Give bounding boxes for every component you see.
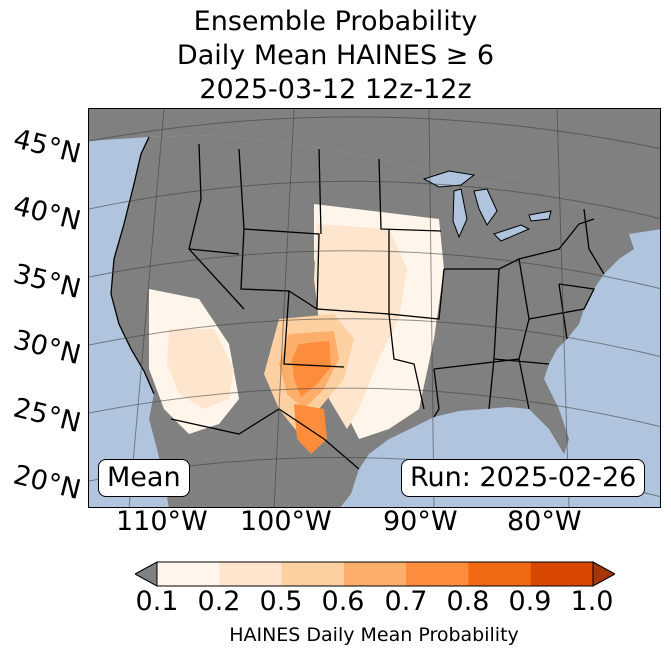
lake-superior (422, 170, 476, 188)
chart-title-line3: 2025-03-12 12z-12z (199, 74, 472, 105)
probability-field (149, 204, 444, 454)
colorbar-tick-7: 1.0 (570, 586, 614, 617)
colorbar-tick-5: 0.8 (446, 586, 490, 617)
colorbar-frame (156, 561, 594, 587)
colorbar-under-arrow (135, 561, 158, 587)
lon-label-110w: 110°W (116, 506, 208, 537)
colorbar-cell-1 (219, 562, 283, 586)
colorbar-label: HAINES Daily Mean Probability (229, 624, 519, 646)
map-panel: Mean Run: 2025-02-26 (88, 108, 661, 508)
mean-label-box: Mean (98, 459, 190, 497)
colorbar-tick-2: 0.5 (259, 586, 303, 617)
lon-label-90w: 90°W (383, 506, 458, 537)
colorbar-tick-6: 0.9 (508, 586, 552, 617)
colorbar-cell-0 (157, 562, 220, 586)
colorbar-cell-2 (281, 562, 345, 586)
lon-label-100w: 100°W (240, 506, 332, 537)
lake-erie (493, 224, 531, 242)
colorbar-cell-4 (406, 562, 469, 586)
lat-label-20n: 20°N (10, 459, 84, 507)
lat-label-30n: 30°N (10, 324, 84, 372)
prob-0.7-south (294, 404, 327, 454)
chart-title-line2: Daily Mean HAINES ≥ 6 (176, 40, 495, 71)
prob-0.7-region (292, 341, 331, 397)
colorbar-cell-6 (530, 562, 594, 586)
lake-michigan (452, 188, 468, 239)
colorbar-tick-4: 0.7 (384, 586, 428, 617)
lat-label-40n: 40°N (10, 190, 84, 238)
colorbar-cell-3 (343, 562, 407, 586)
lat-label-35n: 35°N (10, 258, 84, 306)
colorbar-tick-3: 0.6 (321, 586, 365, 617)
lon-label-80w: 80°W (507, 506, 582, 537)
map-canvas (89, 109, 660, 507)
lake-ontario (528, 210, 552, 222)
lake-huron (473, 188, 498, 226)
chart-title-line1: Ensemble Probability (193, 6, 478, 37)
run-label-box: Run: 2025-02-26 (401, 459, 646, 497)
prob-0.2-west (167, 329, 234, 409)
colorbar-over-arrow (592, 561, 615, 587)
colorbar-cell-5 (468, 562, 532, 586)
colorbar (135, 561, 615, 587)
lat-label-25n: 25°N (10, 392, 84, 440)
colorbar-tick-0: 0.1 (135, 586, 179, 617)
canada-land (89, 109, 660, 234)
colorbar-tick-1: 0.2 (197, 586, 241, 617)
lat-label-45n: 45°N (10, 123, 84, 171)
